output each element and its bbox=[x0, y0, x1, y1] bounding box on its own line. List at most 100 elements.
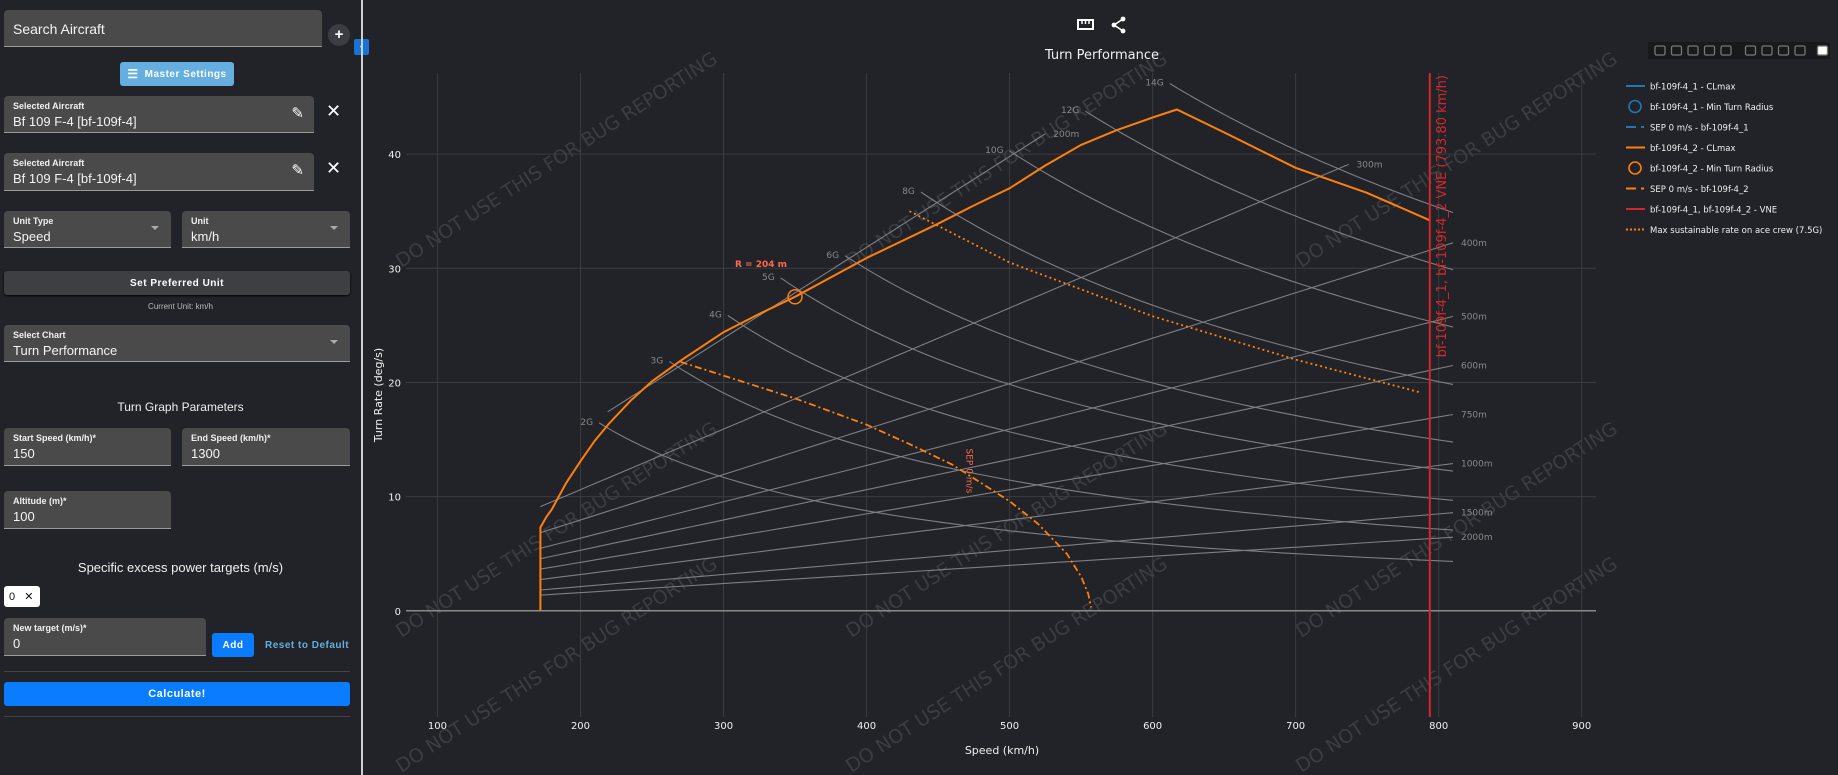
g-load-line bbox=[920, 191, 1454, 385]
legend-label: bf-109f-4_1 - Min Turn Radius bbox=[1650, 103, 1774, 113]
ruler-icon[interactable] bbox=[1077, 19, 1094, 30]
reset-axes-icon[interactable] bbox=[1794, 45, 1806, 56]
g-load-label: 6G bbox=[826, 251, 839, 261]
divider bbox=[4, 716, 350, 717]
field-label: End Speed (km/h)* bbox=[191, 433, 271, 443]
g-load-label: 2G bbox=[580, 418, 593, 428]
sliders-icon: ☰ bbox=[127, 67, 139, 81]
legend-item[interactable]: bf-109f-4_1, bf-109f-4_2 - VNE bbox=[1626, 206, 1777, 216]
legend-item[interactable]: bf-109f-4_2 - Min Turn Radius bbox=[1628, 161, 1774, 175]
pan-icon[interactable] bbox=[1687, 45, 1699, 56]
unit-select[interactable]: Unit km/h bbox=[182, 211, 350, 248]
min-turn-radius-marker[interactable] bbox=[787, 289, 803, 305]
x-tick-label: 400 bbox=[857, 721, 876, 732]
selected-aircraft-field-1[interactable]: Selected Aircraft Bf 109 F-4 [bf-109f-4]… bbox=[4, 96, 314, 133]
field-value: Bf 109 F-4 [bf-109f-4] bbox=[13, 171, 137, 186]
chevron-down-icon bbox=[330, 340, 338, 344]
unit-type-select[interactable]: Unit Type Speed bbox=[4, 211, 171, 248]
autoscale-icon[interactable] bbox=[1777, 45, 1790, 56]
share-icon[interactable] bbox=[1111, 16, 1126, 34]
chevron-down-icon bbox=[330, 226, 338, 230]
zoom-out-icon[interactable] bbox=[1761, 45, 1773, 56]
edit-pencil-icon[interactable]: ✎ bbox=[291, 105, 304, 122]
chart-title: Turn Performance bbox=[1044, 48, 1159, 63]
remove-aircraft-1-close-icon[interactable]: ✕ bbox=[326, 101, 342, 121]
add-aircraft-button[interactable]: + bbox=[328, 24, 350, 46]
icon-shape bbox=[1777, 45, 1790, 56]
set-preferred-unit-button[interactable]: Set Preferred Unit bbox=[4, 271, 350, 295]
vne-label: bf-109f-4_1, bf-109f-4_2 VNE (793.80 km/… bbox=[1435, 75, 1450, 357]
radius-line bbox=[607, 133, 1046, 413]
zoom-in-icon[interactable] bbox=[1744, 45, 1757, 56]
x-tick-label: 700 bbox=[1286, 721, 1305, 732]
radius-line bbox=[540, 413, 1454, 570]
field-label: Altitude (m)* bbox=[13, 496, 67, 506]
master-settings-button[interactable]: ☰ Master Settings bbox=[120, 62, 234, 86]
x-tick-label: 800 bbox=[1429, 721, 1448, 732]
legend-item[interactable]: SEP 0 m/s - bf-109f-4_1 bbox=[1626, 124, 1749, 134]
legend-item[interactable]: bf-109f-4_2 - CLmax bbox=[1626, 144, 1736, 154]
field-label: Selected Aircraft bbox=[13, 158, 85, 168]
new-target-input[interactable]: New target (m/s)* 0 bbox=[4, 618, 206, 656]
series-line bbox=[539, 108, 1431, 611]
sidebar-border[interactable] bbox=[361, 0, 363, 775]
camera-icon[interactable] bbox=[1654, 45, 1666, 56]
legend-circle-icon bbox=[1628, 161, 1642, 175]
add-target-button[interactable]: Add bbox=[212, 633, 254, 657]
field-value: 150 bbox=[13, 446, 35, 461]
radius-label: 1500m bbox=[1461, 509, 1493, 519]
reset-to-default-link[interactable]: Reset to Default bbox=[265, 640, 350, 651]
g-load-line bbox=[727, 315, 1454, 501]
legend-label: bf-109f-4_2 - CLmax bbox=[1650, 144, 1736, 154]
axes: 100 200 300 400 500 600 700 800 900 0 10 20 30 40 bbox=[388, 150, 1591, 732]
radius-line bbox=[540, 242, 1454, 534]
radius-label: 1000m bbox=[1461, 460, 1493, 470]
lasso-icon[interactable] bbox=[1720, 45, 1732, 56]
field-value: Bf 109 F-4 [bf-109f-4] bbox=[13, 114, 137, 129]
watermark-text: DO NOT USE THIS FOR BUG REPORTING bbox=[842, 48, 1171, 273]
box-select-icon[interactable] bbox=[1703, 45, 1716, 56]
legend-item[interactable]: Max sustainable rate on ace crew (7.5G) bbox=[1626, 226, 1822, 236]
radius-line bbox=[540, 315, 1454, 549]
legend-item[interactable]: bf-109f-4_1 - Min Turn Radius bbox=[1628, 99, 1774, 114]
field-label: Unit bbox=[191, 216, 209, 226]
current-unit-text: Current Unit: km/h bbox=[148, 302, 213, 311]
remove-aircraft-2-close-icon[interactable]: ✕ bbox=[326, 158, 342, 178]
x-tick-label: 300 bbox=[714, 721, 733, 732]
g-load-label: 8G bbox=[902, 187, 915, 197]
edit-pencil-icon[interactable]: ✎ bbox=[291, 162, 304, 179]
g-load-label: 4G bbox=[709, 310, 722, 320]
search-placeholder: Search Aircraft bbox=[13, 21, 105, 37]
watermark-text: DO NOT USE THIS FOR BUG REPORTING bbox=[842, 553, 1171, 775]
watermark-text: DO NOT USE THIS FOR BUG REPORTING bbox=[1292, 553, 1621, 775]
start-speed-input[interactable]: Start Speed (km/h)* 150 bbox=[4, 428, 171, 466]
select-chart-select[interactable]: Select Chart Turn Performance bbox=[4, 325, 350, 362]
sep-curve-label: SEP 0 m/s bbox=[964, 449, 974, 494]
legend-label: bf-109f-4_1, bf-109f-4_2 - VNE bbox=[1650, 206, 1777, 216]
divider bbox=[4, 671, 350, 672]
calculate-button[interactable]: Calculate! bbox=[4, 682, 350, 706]
icon-shape bbox=[1703, 45, 1716, 56]
watermark-text: DO NOT USE THIS FOR BUG REPORTING bbox=[392, 48, 721, 273]
radius-line bbox=[540, 536, 1454, 596]
zoom-icon[interactable] bbox=[1670, 45, 1683, 56]
plotly-logo-icon[interactable] bbox=[1816, 45, 1829, 56]
field-label: New target (m/s)* bbox=[13, 623, 87, 633]
legend-circle-icon bbox=[1628, 99, 1642, 114]
altitude-input[interactable]: Altitude (m)* 100 bbox=[4, 491, 171, 529]
legend-item[interactable]: SEP 0 m/s - bf-109f-4_2 bbox=[1626, 185, 1749, 195]
watermark-text: DO NOT USE THIS FOR BUG REPORTING bbox=[392, 553, 721, 775]
remove-chip-close-icon[interactable]: ✕ bbox=[24, 591, 34, 603]
legend-label: Max sustainable rate on ace crew (7.5G) bbox=[1650, 226, 1822, 236]
y-axis-title: Turn Rate (deg/s) bbox=[372, 348, 385, 443]
field-value: Turn Performance bbox=[13, 343, 118, 358]
end-speed-input[interactable]: End Speed (km/h)* 1300 bbox=[182, 428, 350, 466]
legend-item[interactable]: bf-109f-4_1 - CLmax bbox=[1626, 83, 1736, 93]
search-aircraft-input[interactable]: Search Aircraft bbox=[4, 10, 322, 47]
icon-shape bbox=[1761, 45, 1773, 56]
radius-label: 600m bbox=[1461, 361, 1487, 371]
series-line bbox=[909, 210, 1422, 394]
field-value: km/h bbox=[191, 229, 220, 244]
selected-aircraft-field-2[interactable]: Selected Aircraft Bf 109 F-4 [bf-109f-4]… bbox=[4, 153, 314, 191]
